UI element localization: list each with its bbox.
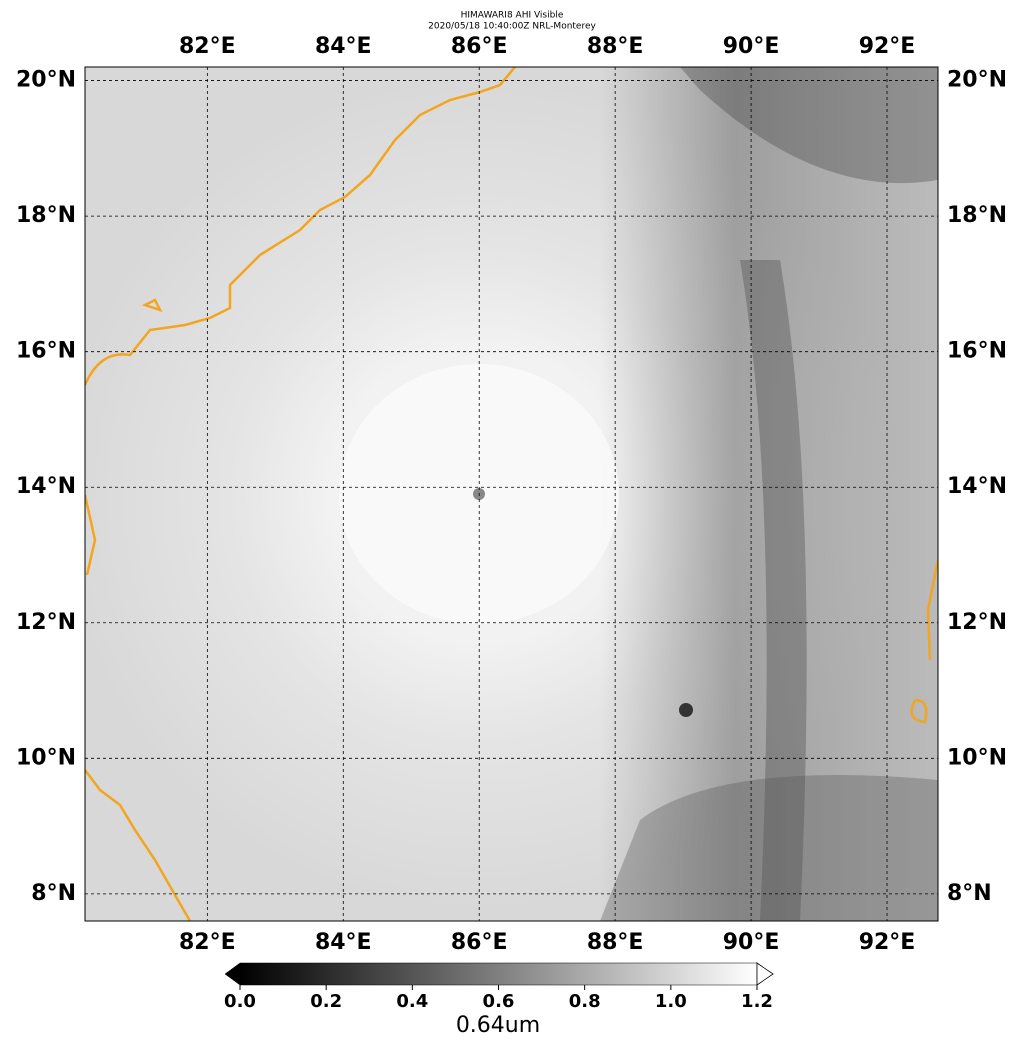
colorbar-tick-label: 0.8 — [569, 991, 601, 1012]
map-frame — [84, 66, 939, 922]
satellite-image — [85, 67, 938, 921]
lon-label: 84°E — [315, 34, 372, 59]
lon-label: 92°E — [859, 930, 916, 955]
lat-label: 14°N — [947, 474, 1007, 499]
lat-label: 18°N — [947, 203, 1007, 228]
lat-label: 14°N — [16, 474, 76, 499]
lat-label: 10°N — [947, 745, 1007, 770]
title: HIMAWARI8 AHI Visible — [461, 11, 564, 21]
lat-label: 18°N — [16, 203, 76, 228]
lon-label: 88°E — [587, 930, 644, 955]
lon-label: 92°E — [859, 34, 916, 59]
lat-label: 12°N — [16, 610, 76, 635]
lon-label: 90°E — [723, 34, 780, 59]
lon-label: 90°E — [723, 930, 780, 955]
colorbar-tick-label: 0.0 — [224, 991, 256, 1012]
lat-label: 20°N — [16, 68, 76, 93]
colorbar-label: 0.64um — [456, 1013, 540, 1038]
graticule — [85, 67, 938, 921]
colorbar — [224, 962, 774, 986]
lat-label: 8°N — [31, 881, 76, 906]
lon-label: 82°E — [179, 34, 236, 59]
lon-label: 86°E — [451, 34, 508, 59]
colorbar-tick-label: 0.4 — [396, 991, 428, 1012]
colorbar-tick-label: 1.2 — [741, 991, 773, 1012]
colorbar-tick-label: 0.2 — [310, 991, 342, 1012]
colorbar-tick-label: 0.6 — [483, 991, 515, 1012]
lat-label: 16°N — [16, 339, 76, 364]
colorbar-tick-label: 1.0 — [655, 991, 687, 1012]
lon-label: 88°E — [587, 34, 644, 59]
lon-label: 86°E — [451, 930, 508, 955]
lon-label: 84°E — [315, 930, 372, 955]
lat-label: 12°N — [947, 610, 1007, 635]
lat-label: 20°N — [947, 68, 1007, 93]
lon-label: 82°E — [179, 930, 236, 955]
lat-label: 16°N — [947, 339, 1007, 364]
subtitle: 2020/05/18 10:40:00Z NRL-Monterey — [428, 22, 596, 32]
lat-label: 8°N — [947, 881, 992, 906]
lat-label: 10°N — [16, 745, 76, 770]
